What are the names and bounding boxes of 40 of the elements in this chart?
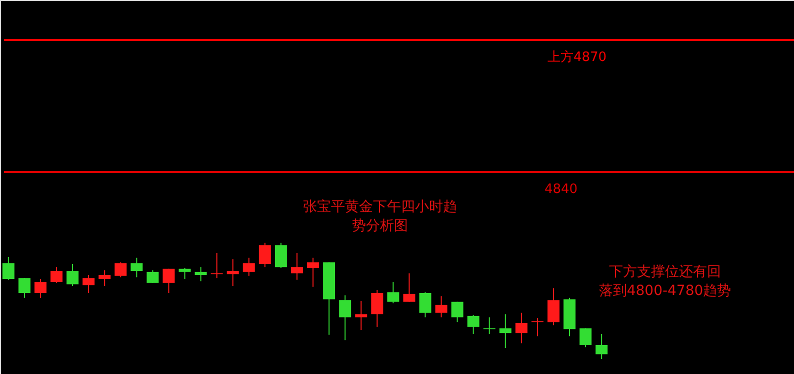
candlestick bbox=[178, 267, 191, 280]
candlestick bbox=[596, 333, 608, 360]
candlestick bbox=[274, 242, 287, 268]
candlestick bbox=[98, 270, 111, 286]
candlestick bbox=[387, 282, 400, 304]
candlestick bbox=[355, 300, 368, 330]
candlestick bbox=[162, 268, 175, 294]
candlestick bbox=[194, 266, 207, 282]
candlestick bbox=[2, 256, 14, 280]
candlestick bbox=[419, 292, 432, 318]
candlestick bbox=[339, 294, 352, 341]
candlestick bbox=[146, 270, 159, 284]
ref-line-label: 上方4870 bbox=[547, 49, 607, 66]
candlestick bbox=[130, 257, 143, 278]
candlestick bbox=[50, 266, 63, 284]
candlestick bbox=[290, 252, 303, 280]
candlestick bbox=[467, 314, 480, 334]
candlestick bbox=[580, 328, 592, 348]
candlestick bbox=[210, 252, 223, 279]
candlestick bbox=[435, 296, 448, 318]
candlestick bbox=[242, 257, 255, 276]
candlestick bbox=[307, 257, 320, 288]
candlestick bbox=[258, 242, 271, 268]
candlestick bbox=[499, 314, 512, 349]
candlestick bbox=[18, 278, 30, 298]
candlestick bbox=[531, 318, 544, 337]
candlestick bbox=[226, 258, 239, 286]
candlestick bbox=[403, 272, 416, 302]
candlestick bbox=[483, 316, 496, 334]
candlestick bbox=[66, 264, 79, 286]
annotation: 下方支撑位还有回落到4800-4780趋势 bbox=[598, 264, 732, 299]
candlestick bbox=[82, 274, 95, 294]
annotation: 张宝平黄金下午四小时趋势分析图 bbox=[303, 199, 457, 234]
candlestick bbox=[371, 289, 384, 328]
ref-line-label: 4840 bbox=[544, 182, 578, 198]
candlestick bbox=[114, 262, 127, 278]
candlestick bbox=[34, 278, 46, 298]
candlestick bbox=[547, 288, 560, 326]
candlestick bbox=[451, 301, 464, 323]
candlestick bbox=[515, 312, 528, 344]
